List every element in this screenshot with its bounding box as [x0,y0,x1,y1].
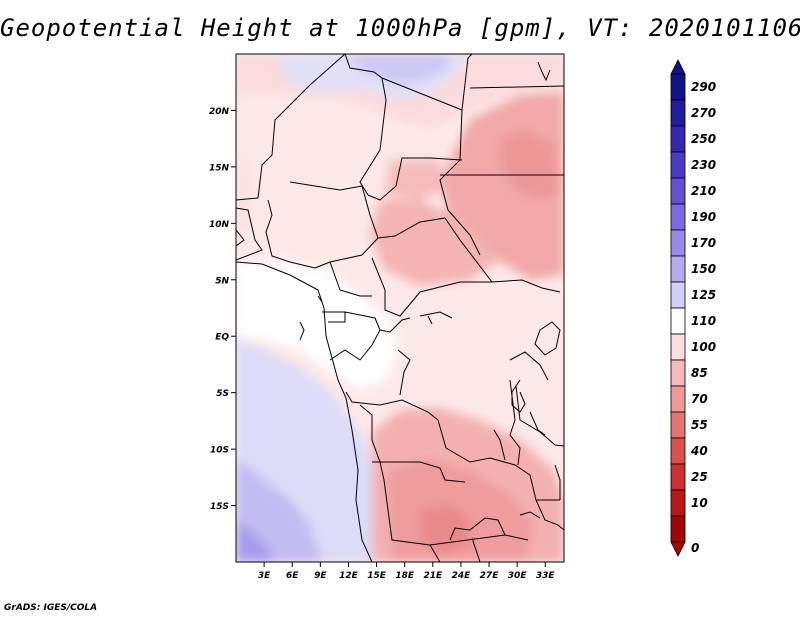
colorbar-swatch [670,359,686,387]
colorbar-swatch [670,463,686,491]
colorbar-label: 190 [691,210,716,224]
colorbar-label: 230 [691,158,716,172]
colorbar-swatch [670,411,686,439]
colorbar-swatch [670,385,686,413]
colorbar-label: 85 [691,366,708,380]
colorbar-label: 110 [691,314,716,328]
lat-tick-label: 20N [209,107,230,117]
lat-tick-label: EQ [215,333,229,343]
colorbar-arrow-bottom [670,541,686,557]
software-credit: GrADS: IGES/COLA [4,603,98,613]
lon-tick-label: 21E [423,571,443,581]
colorbar-label: 0 [691,541,699,555]
colorbar-swatch [670,229,686,257]
colorbar-swatch [670,515,686,543]
colorbar-label: 290 [691,80,716,94]
colorbar-swatch [670,125,686,153]
lon-tick-label: 15E [367,571,387,581]
colorbar: 2902702502302101901701501251101008570554… [670,59,716,557]
colorbar-label: 25 [691,470,708,484]
lon-tick-label: 30E [508,571,528,581]
colorbar-swatch [670,177,686,205]
lat-tick-label: 5N [215,276,229,286]
colorbar-swatch [670,281,686,309]
colorbar-label: 125 [691,288,716,302]
colorbar-swatch [670,489,686,517]
lat-tick-label: 5S [216,389,229,399]
lon-tick-label: 3E [258,571,271,581]
lat-tick-label: 10N [209,220,230,230]
colorbar-label: 55 [691,418,708,432]
lon-tick-label: 27E [480,571,500,581]
colorbar-swatch [670,255,686,283]
colorbar-arrow-top [670,59,686,75]
colorbar-label: 250 [691,132,716,146]
map-frame [235,53,565,563]
colorbar-label: 100 [691,340,716,354]
height-field [236,54,564,562]
colorbar-label: 150 [691,262,716,276]
colorbar-swatch [670,151,686,179]
country-borders [236,54,564,562]
coastlines [236,61,561,562]
colorbar-swatch [670,437,686,465]
colorbar-swatch [670,333,686,361]
colorbar-swatch [670,203,686,231]
lon-tick-label: 18E [395,571,415,581]
colorbar-label: 70 [691,392,708,406]
colorbar-label: 10 [691,496,708,510]
colorbar-swatch [670,99,686,127]
lon-tick-label: 24E [452,571,472,581]
colorbar-label: 210 [691,184,716,198]
lon-tick-label: 6E [286,571,299,581]
colorbar-swatch [670,307,686,335]
colorbar-swatch [670,73,686,101]
lat-tick-label: 10S [210,446,229,456]
lon-tick-label: 12E [339,571,359,581]
colorbar-label: 170 [691,236,716,250]
lon-tick-label: 33E [536,571,556,581]
axis-ticks [231,109,546,567]
lat-tick-label: 15N [209,163,230,173]
colorbar-label: 270 [691,106,716,120]
axis-labels: 20N 15N 10N 5N EQ 5S 10S 15S 3E 6E 9E 12E 15E 18E 21E 2… [209,107,556,581]
lat-tick-label: 15S [210,502,229,512]
map-title: Geopotential Height at 1000hPa [gpm], VT… [0,14,800,42]
colorbar-label: 40 [690,444,708,458]
lon-tick-label: 9E [314,571,327,581]
